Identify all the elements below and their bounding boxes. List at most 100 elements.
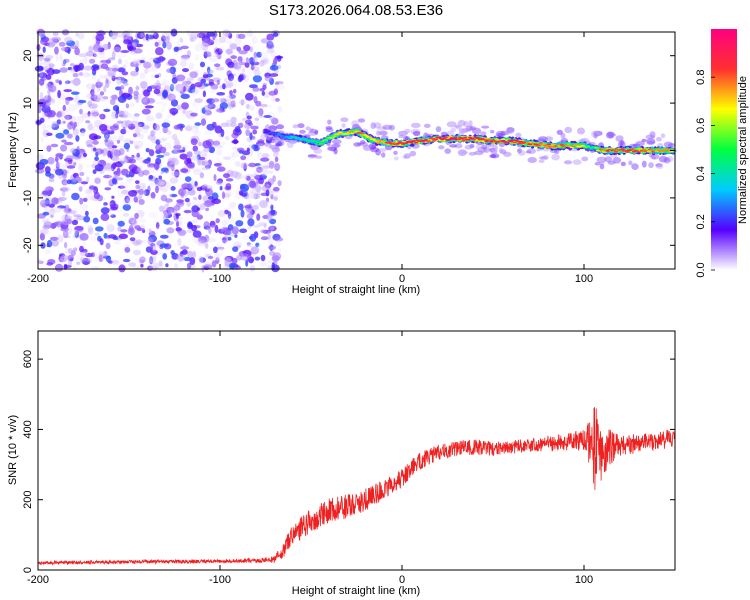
noise-blob [194, 43, 202, 52]
noise-blob [151, 259, 158, 268]
noise-blob [194, 150, 201, 156]
noise-blob [71, 79, 81, 86]
noise-blob [181, 54, 190, 59]
ridge-halo [269, 116, 276, 121]
noise-blob [176, 199, 184, 204]
noise-blob [243, 163, 247, 172]
noise-blob [167, 114, 172, 119]
noise-blob [192, 168, 202, 175]
ridge-segment [427, 140, 432, 143]
y-tick-label: 0 [22, 147, 34, 153]
noise-blob [275, 83, 285, 91]
noise-blob [224, 77, 228, 83]
noise-blob [206, 31, 215, 37]
ridge-halo [489, 154, 497, 159]
noise-blob [169, 107, 179, 115]
ridge-halo [378, 130, 388, 136]
noise-blob [151, 63, 155, 70]
noise-blob [173, 46, 179, 52]
noise-blob [95, 81, 102, 89]
noise-blob [191, 219, 198, 224]
noise-blob [80, 256, 85, 263]
ridge-segment [587, 146, 592, 149]
ridge-halo [641, 160, 647, 168]
ridge-halo [403, 153, 411, 159]
noise-blob [212, 98, 220, 103]
noise-blob [51, 240, 59, 247]
noise-blob [75, 175, 79, 181]
noise-blob [108, 174, 116, 179]
noise-blob [258, 177, 264, 185]
noise-blob [266, 43, 275, 50]
noise-blob [153, 64, 158, 73]
noise-blob [219, 186, 223, 191]
ridge-halo [286, 141, 294, 149]
noise-blob [229, 43, 238, 50]
colorbar-tick-label: 0.0 [695, 262, 707, 277]
noise-blob [240, 162, 248, 170]
noise-blob [38, 260, 44, 264]
noise-blob [149, 29, 157, 36]
ridge-halo [292, 124, 299, 129]
noise-blob [165, 263, 169, 268]
noise-blob [81, 112, 90, 119]
noise-blob [133, 58, 137, 65]
noise-blob [225, 234, 235, 238]
noise-blob [60, 117, 64, 126]
noise-blob [136, 32, 146, 39]
ridge-halo [660, 133, 666, 138]
noise-blob [216, 92, 226, 96]
noise-blob [227, 206, 236, 210]
noise-blob [276, 81, 284, 85]
noise-blob [111, 195, 115, 199]
noise-blob [191, 125, 200, 134]
noise-blob [104, 167, 114, 172]
noise-blob [216, 246, 225, 250]
noise-blob [252, 129, 258, 135]
noise-blob [249, 46, 253, 53]
noise-blob [256, 51, 262, 58]
noise-blob [272, 186, 280, 192]
noise-blob [237, 162, 243, 168]
noise-blob [143, 189, 150, 197]
noise-blob [227, 73, 234, 82]
noise-blob [170, 186, 176, 191]
ridge-halo [357, 118, 366, 123]
noise-blob [130, 218, 135, 222]
noise-blob [66, 40, 76, 47]
noise-blob [134, 43, 144, 48]
ridge-halo [404, 128, 411, 134]
ridge-segment [543, 144, 548, 147]
noise-blob [260, 229, 267, 234]
noise-blob [202, 90, 206, 98]
ridge-segment [443, 136, 448, 139]
noise-blob [236, 173, 242, 177]
noise-blob [254, 256, 261, 261]
noise-blob [257, 151, 262, 159]
noise-blob [101, 128, 110, 135]
colorbar: 0.0 0.2 0.4 0.6 0.8 Normalized spectral ampl… [695, 29, 749, 278]
noise-blob [200, 118, 207, 126]
ridge-halo [515, 132, 522, 138]
noise-blob [238, 203, 244, 211]
ridge-segment [646, 150, 651, 153]
noise-blob [252, 55, 258, 64]
noise-blob [154, 41, 159, 47]
noise-blob [230, 55, 237, 59]
ridge-segment [263, 131, 268, 134]
noise-blob [269, 64, 279, 71]
noise-blob [138, 93, 142, 100]
noise-blob [141, 100, 147, 104]
noise-blob [246, 115, 252, 120]
noise-blob [103, 108, 111, 112]
noise-blob [187, 250, 193, 258]
noise-blob [260, 254, 266, 262]
noise-blob [114, 171, 121, 177]
noise-blob [117, 144, 125, 150]
ridge-halo [334, 143, 339, 149]
x-tick-label: 0 [399, 273, 405, 285]
noise-blob [156, 154, 165, 158]
noise-blob [142, 183, 147, 191]
noise-blob [131, 61, 139, 68]
noise-blob [192, 211, 201, 217]
